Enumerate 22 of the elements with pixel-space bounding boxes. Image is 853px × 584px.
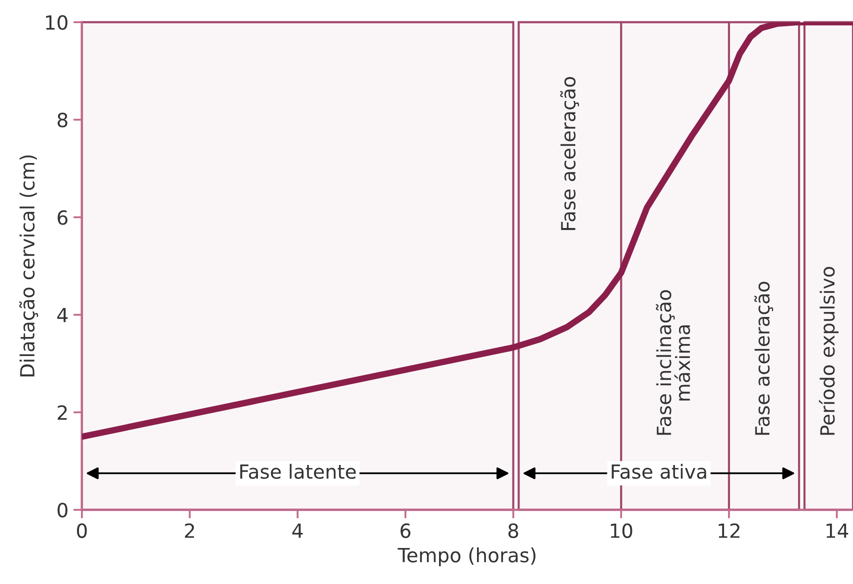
x-tick-label: 0 [76,523,87,538]
y-tick-label: 8 [58,112,68,128]
x-tick-label: 6 [400,523,410,538]
x-axis-title: Tempo (horas) [398,547,536,566]
y-axis-title: Dilatação cervical (cm) [19,155,38,376]
y-tick-label: 0 [58,502,68,518]
x-tick-label: 4 [292,524,303,538]
band-label: Fase ativa [612,464,706,479]
x-tick-label: 12 [718,523,740,538]
annotation: Fase aceleração [754,282,774,435]
x-tick-label: 10 [610,523,632,538]
y-tick-label: 10 [46,15,68,30]
band-label: Fase latente [240,464,356,479]
y-tick-label: 6 [58,210,68,225]
annotation: Período expulsivo [818,266,839,435]
annotation: Fase aceleração [560,76,580,230]
annotation: Fase inclinação máxima [656,290,690,435]
x-tick-label: 2 [184,523,194,538]
x-tick-label: 8 [508,523,518,538]
x-tick-label: 14 [826,524,848,538]
y-tick-label: 4 [57,308,68,322]
y-tick-label: 2 [58,405,67,420]
